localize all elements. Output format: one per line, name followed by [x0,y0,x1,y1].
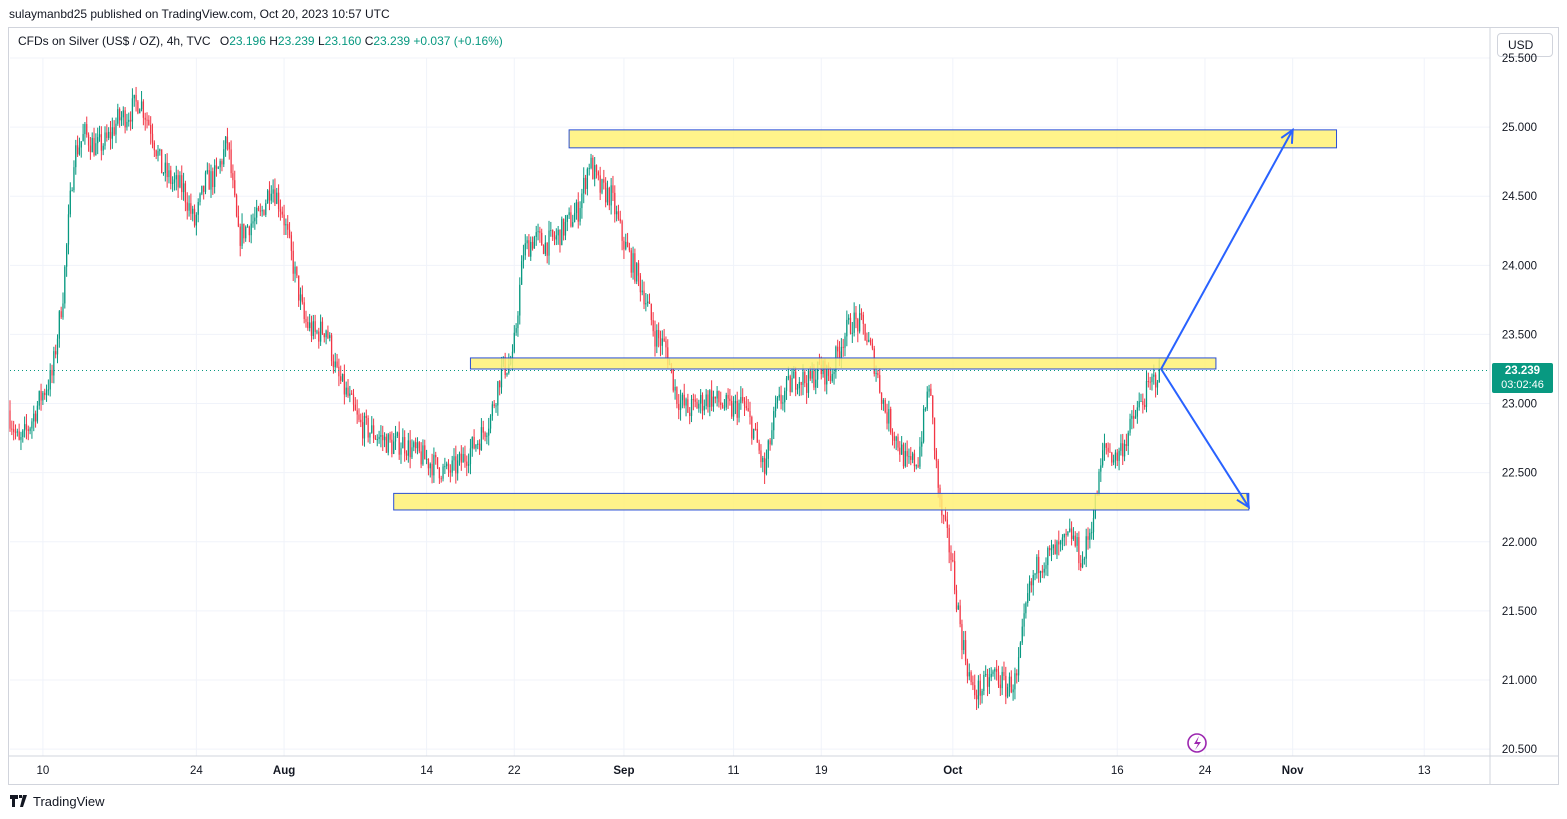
chart-legend: CFDs on Silver (US$ / OZ), 4h, TVC O23.1… [18,34,503,48]
close-value: 23.239 [373,34,411,48]
footer: TradingView [0,787,1567,819]
tradingview-icon [10,795,27,807]
last-price: 23.239 [1504,365,1541,377]
high-label: H [269,34,278,48]
bar-countdown: 03:02:46 [1501,379,1544,391]
change-value: +0.037 (+0.16%) [413,34,503,48]
currency-button[interactable]: USD [1497,33,1553,57]
symbol-title[interactable]: CFDs on Silver (US$ / OZ), 4h, TVC [18,34,211,48]
low-value: 23.160 [324,34,362,48]
close-label: C [364,34,374,48]
last-price-tag: 23.239 03:02:46 [1492,363,1553,393]
publisher-info: sulaymanbd25 published on TradingView.co… [9,7,390,21]
open-label: O [219,34,230,48]
tradingview-logo[interactable]: TradingView [10,794,105,809]
low-label: L [317,34,325,48]
high-value: 23.239 [277,34,315,48]
open-value: 23.196 [229,34,266,48]
chart-frame [8,27,1559,785]
